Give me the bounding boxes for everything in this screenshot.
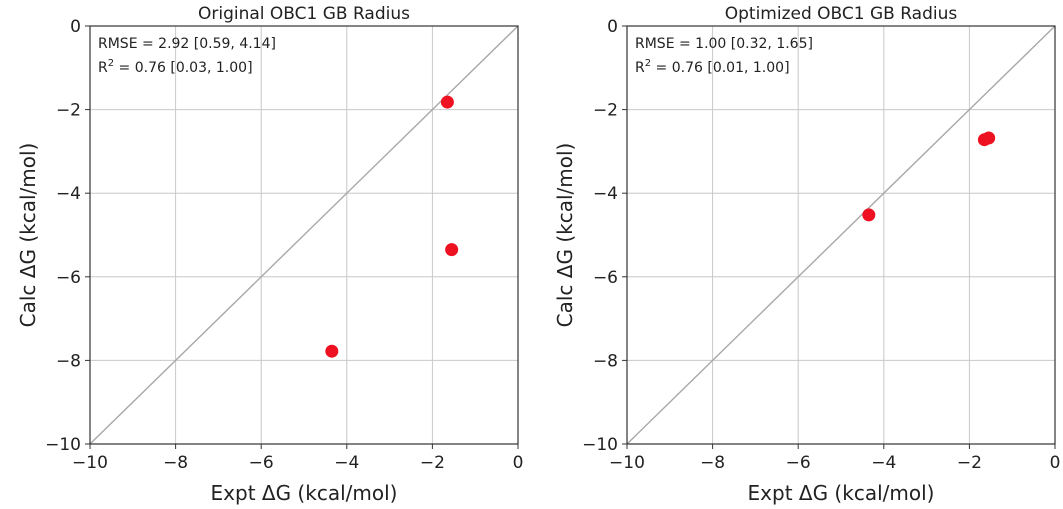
x-tick-label: 0 (513, 453, 524, 473)
data-point (445, 243, 459, 257)
y-tick-label: −6 (56, 268, 81, 288)
x-axis-label: Expt ΔG (kcal/mol) (748, 481, 935, 505)
r2-prefix: R (98, 60, 108, 76)
r2-prefix: R (635, 60, 645, 76)
r2-value: = 0.76 [0.03, 1.00] (114, 60, 252, 76)
chart-panel-2: −10 −8 −6 −4 −2 0 0 −2 −4 −6 −8 −10 Optimized OBC1 G… (553, 4, 1060, 505)
x-tick-label: −10 (609, 453, 645, 473)
x-tick-label: −4 (871, 453, 896, 473)
y-axis-label: Calc ΔG (kcal/mol) (16, 143, 40, 328)
x-tick-label: −10 (72, 453, 108, 473)
x-tick-label: −2 (420, 453, 445, 473)
x-tick-label: −2 (957, 453, 982, 473)
chart-title: Original OBC1 GB Radius (198, 4, 410, 24)
x-tick-label: −4 (334, 453, 359, 473)
data-point (862, 208, 876, 222)
rmse-annotation: RMSE = 2.92 [0.59, 4.14] (98, 36, 276, 52)
r2-superscript: 2 (645, 58, 651, 69)
x-tick-label: −8 (700, 453, 725, 473)
y-tick-label: −6 (593, 268, 618, 288)
x-axis-label: Expt ΔG (kcal/mol) (211, 481, 398, 505)
chart-title: Optimized OBC1 GB Radius (725, 4, 958, 24)
r2-annotation: R2 = 0.76 [0.03, 1.00] (98, 58, 253, 76)
x-tick-label: 0 (1050, 453, 1061, 473)
y-tick-label: −10 (582, 435, 618, 455)
r2-annotation: R2 = 0.76 [0.01, 1.00] (635, 58, 790, 76)
x-tick-label: −6 (786, 453, 811, 473)
rmse-annotation: RMSE = 1.00 [0.32, 1.65] (635, 36, 813, 52)
y-tick-label: 0 (70, 17, 81, 37)
data-point (982, 131, 996, 145)
y-tick-label: −4 (56, 184, 81, 204)
y-tick-label: −2 (56, 101, 81, 121)
y-tick-label: −4 (593, 184, 618, 204)
x-tick-label: −8 (163, 453, 188, 473)
identity-line (89, 25, 519, 445)
y-tick-label: −8 (56, 351, 81, 371)
y-tick-label: −10 (45, 435, 81, 455)
data-point (325, 344, 339, 358)
axes-frame (89, 25, 519, 445)
x-tick-label: −6 (249, 453, 274, 473)
r2-value: = 0.76 [0.01, 1.00] (651, 60, 789, 76)
y-tick-label: −2 (593, 101, 618, 121)
y-axis-label: Calc ΔG (kcal/mol) (553, 143, 577, 328)
r2-superscript: 2 (108, 58, 114, 69)
y-tick-label: 0 (607, 17, 618, 37)
y-tick-label: −8 (593, 351, 618, 371)
axes-frame (626, 25, 1056, 445)
chart-panel-1: −10 −8 −6 −4 −2 0 0 −2 −4 −6 −8 −10 Original OBC1 GB… (16, 4, 523, 505)
identity-line (626, 25, 1056, 445)
data-point (440, 95, 454, 109)
